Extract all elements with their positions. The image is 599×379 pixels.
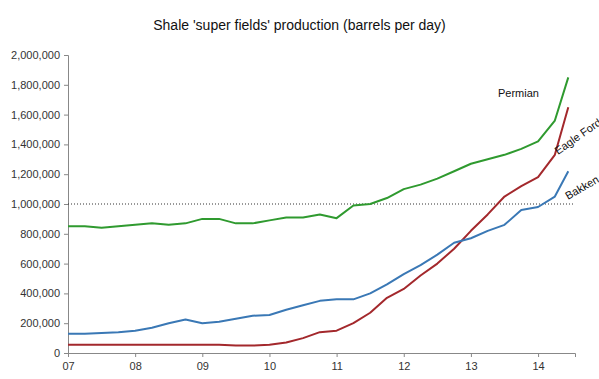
y-tick-label: 1,000,000	[11, 198, 60, 210]
series-label: Eagle Ford	[552, 116, 599, 157]
y-tick-label: 400,000	[20, 287, 60, 299]
x-tick-label: 10	[264, 360, 276, 372]
y-tick-mark	[64, 115, 68, 116]
y-tick-label: 200,000	[20, 317, 60, 329]
x-tick: 12	[398, 353, 410, 372]
y-tick: 0	[54, 347, 68, 359]
y-tick-mark	[64, 144, 68, 145]
y-tick-mark	[64, 293, 68, 294]
x-axis: 07 08 09 10 11 12 13 14	[62, 353, 575, 372]
x-tick-label: 13	[465, 360, 477, 372]
x-tick-mark	[538, 353, 539, 357]
x-tick: 14	[532, 353, 544, 372]
x-tick-mark	[404, 353, 405, 357]
y-tick-mark	[64, 55, 68, 56]
y-tick: 400,000	[20, 287, 68, 299]
x-tick-mark	[269, 353, 270, 357]
y-tick-label: 1,400,000	[11, 138, 60, 150]
y-tick-label: 600,000	[20, 258, 60, 270]
x-tick: 13	[465, 353, 477, 372]
y-tick-mark	[64, 234, 68, 235]
x-tick-mark	[135, 353, 136, 357]
y-tick-label: 0	[54, 347, 60, 359]
series-line	[68, 107, 568, 345]
y-axis: 0 200,000 400,000 600,000 800,000 1,000,000 1,…	[11, 49, 68, 359]
series-line	[68, 171, 568, 333]
x-tick-mark	[471, 353, 472, 357]
y-tick-mark	[64, 264, 68, 265]
y-tick: 200,000	[20, 317, 68, 329]
y-tick: 1,600,000	[11, 109, 68, 121]
y-tick-label: 800,000	[20, 228, 60, 240]
plot: 0 200,000 400,000 600,000 800,000 1,000,000 1,…	[11, 49, 599, 372]
x-tick-label: 14	[532, 360, 544, 372]
y-tick: 1,000,000	[11, 198, 68, 210]
x-tick-mark	[337, 353, 338, 357]
x-tick-label: 12	[398, 360, 410, 372]
title: Shale 'super fields' production (barrels…	[153, 17, 446, 33]
x-tick-mark	[68, 353, 69, 357]
y-tick: 2,000,000	[11, 49, 68, 61]
y-tick: 1,200,000	[11, 168, 68, 180]
x-tick: 09	[197, 353, 209, 372]
y-axis-line	[64, 56, 69, 354]
x-tick-label: 07	[62, 360, 74, 372]
y-tick-mark	[64, 323, 68, 324]
x-tick-mark	[202, 353, 203, 357]
y-tick-label: 1,600,000	[11, 109, 60, 121]
chart: Shale 'super fields' production (barrels…	[0, 0, 599, 379]
series-line	[68, 77, 568, 227]
x-tick: 08	[130, 353, 142, 372]
y-tick-mark	[64, 353, 68, 354]
x-tick: 10	[264, 353, 276, 372]
y-tick-label: 1,800,000	[11, 79, 60, 91]
y-tick: 800,000	[20, 228, 68, 240]
marks	[68, 77, 575, 345]
y-tick-mark	[64, 204, 68, 205]
y-tick: 600,000	[20, 258, 68, 270]
x-tick: 07	[62, 353, 74, 372]
x-tick-label: 08	[130, 360, 142, 372]
y-tick: 1,400,000	[11, 138, 68, 150]
y-tick: 1,800,000	[11, 79, 68, 91]
x-tick-label: 11	[331, 360, 342, 372]
y-tick-mark	[64, 85, 68, 86]
series-label: Permian	[498, 87, 539, 99]
x-tick-label: 09	[197, 360, 209, 372]
y-tick-label: 2,000,000	[11, 49, 60, 61]
x-tick: 11	[331, 353, 342, 372]
y-tick-label: 1,200,000	[11, 168, 60, 180]
y-tick-mark	[64, 174, 68, 175]
series-label: Bakken	[563, 173, 599, 202]
x-axis-line	[69, 354, 576, 358]
